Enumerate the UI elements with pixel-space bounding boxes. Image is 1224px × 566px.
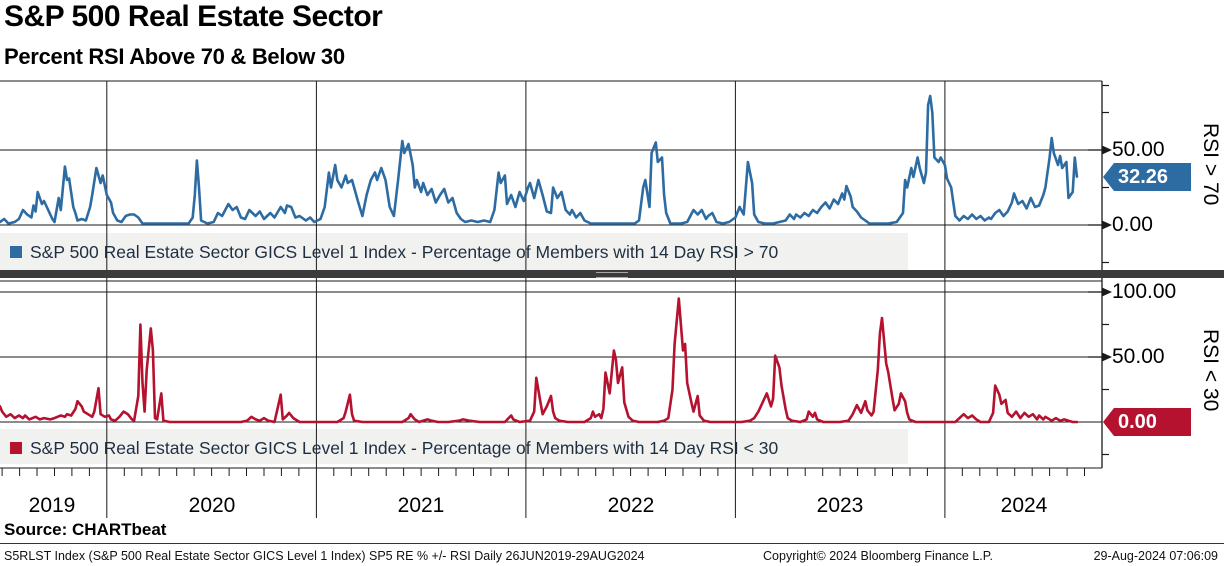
status-copyright: Copyright© 2024 Bloomberg Finance L.P. xyxy=(763,549,993,563)
x-axis-label-2022: 2022 xyxy=(607,494,655,517)
page-subtitle: Percent RSI Above 70 & Below 30 xyxy=(4,44,345,69)
source-line: Source: CHARTbeat xyxy=(4,520,167,539)
legend-strip xyxy=(0,233,908,270)
axis-title-rsi-above-70: RSI > 70 xyxy=(1199,122,1222,206)
legend-swatch-blue xyxy=(10,246,22,258)
x-axis-label-2024: 2024 xyxy=(1000,494,1048,517)
last-value-badge-rsi-above: 32.26 xyxy=(1103,163,1191,191)
panel-divider[interactable] xyxy=(0,270,1224,278)
axis-title-rsi-below-30: RSI < 30 xyxy=(1199,328,1222,412)
status-bar: S5RLST Index (S&P 500 Real Estate Sector… xyxy=(0,543,1224,566)
legend-label: S&P 500 Real Estate Sector GICS Level 1 … xyxy=(30,241,779,262)
page-title: S&P 500 Real Estate Sector xyxy=(4,0,383,33)
rsi-below-30-plot-area[interactable] xyxy=(0,281,1102,422)
legend-rsi-below-30[interactable]: S&P 500 Real Estate Sector GICS Level 1 … xyxy=(10,436,778,460)
legend-swatch-red xyxy=(10,442,22,454)
x-axis-label-2023: 2023 xyxy=(816,494,864,517)
y-tick-top-0: 0.00 xyxy=(1112,213,1153,236)
y-tick-top-50: 50.00 xyxy=(1112,138,1165,161)
status-left-ticker-info: S5RLST Index (S&P 500 Real Estate Sector… xyxy=(4,549,645,563)
rsi-above-70-line xyxy=(0,94,1079,225)
x-axis-label-2019: 2019 xyxy=(28,494,76,517)
legend-strip xyxy=(0,429,908,464)
panel-divider-grip-icon xyxy=(596,272,628,278)
legend-label: S&P 500 Real Estate Sector GICS Level 1 … xyxy=(30,437,779,458)
rsi-above-70-plot-area[interactable] xyxy=(0,81,1102,230)
x-axis-label-2021: 2021 xyxy=(397,494,445,517)
x-axis-label-2020: 2020 xyxy=(188,494,236,517)
y-tick-bottom-100: 100.00 xyxy=(1112,280,1177,303)
status-timestamp: 29-Aug-2024 07:06:09 xyxy=(1093,549,1218,563)
rsi-below-30-line xyxy=(0,297,1079,424)
y-tick-bottom-50: 50.00 xyxy=(1112,345,1165,368)
legend-rsi-above-70[interactable]: S&P 500 Real Estate Sector GICS Level 1 … xyxy=(10,240,778,264)
last-value-badge-rsi-below: 0.00 xyxy=(1103,408,1191,436)
